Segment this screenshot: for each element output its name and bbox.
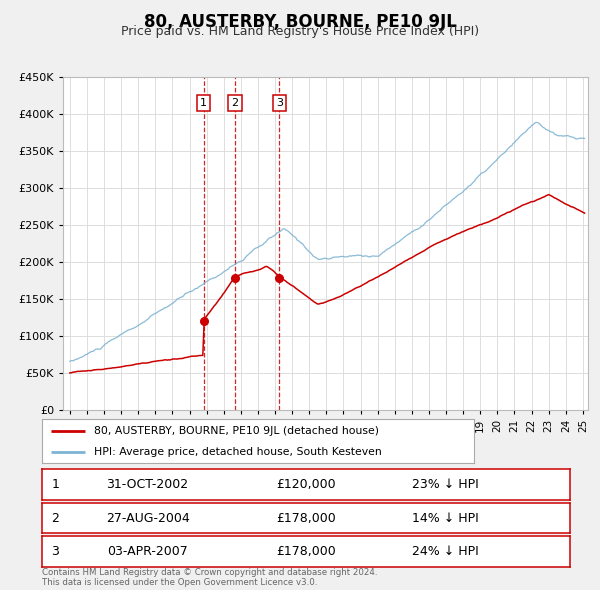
Text: 23% ↓ HPI: 23% ↓ HPI — [412, 478, 478, 491]
Text: 3: 3 — [276, 97, 283, 107]
Text: £120,000: £120,000 — [276, 478, 336, 491]
Text: Price paid vs. HM Land Registry's House Price Index (HPI): Price paid vs. HM Land Registry's House … — [121, 25, 479, 38]
Text: 1: 1 — [200, 97, 207, 107]
Text: 03-APR-2007: 03-APR-2007 — [107, 545, 188, 558]
Text: 3: 3 — [51, 545, 59, 558]
Text: 27-AUG-2004: 27-AUG-2004 — [106, 512, 190, 525]
Text: 2: 2 — [51, 512, 59, 525]
Text: 31-OCT-2002: 31-OCT-2002 — [107, 478, 188, 491]
Text: Contains HM Land Registry data © Crown copyright and database right 2024.
This d: Contains HM Land Registry data © Crown c… — [42, 568, 377, 587]
Text: 1: 1 — [51, 478, 59, 491]
Text: 14% ↓ HPI: 14% ↓ HPI — [412, 512, 478, 525]
Text: £178,000: £178,000 — [276, 512, 336, 525]
Text: 80, AUSTERBY, BOURNE, PE10 9JL (detached house): 80, AUSTERBY, BOURNE, PE10 9JL (detached… — [94, 426, 379, 436]
Text: 24% ↓ HPI: 24% ↓ HPI — [412, 545, 478, 558]
Text: HPI: Average price, detached house, South Kesteven: HPI: Average price, detached house, Sout… — [94, 447, 382, 457]
Text: 80, AUSTERBY, BOURNE, PE10 9JL: 80, AUSTERBY, BOURNE, PE10 9JL — [143, 13, 457, 31]
Text: £178,000: £178,000 — [276, 545, 336, 558]
Text: 2: 2 — [232, 97, 239, 107]
